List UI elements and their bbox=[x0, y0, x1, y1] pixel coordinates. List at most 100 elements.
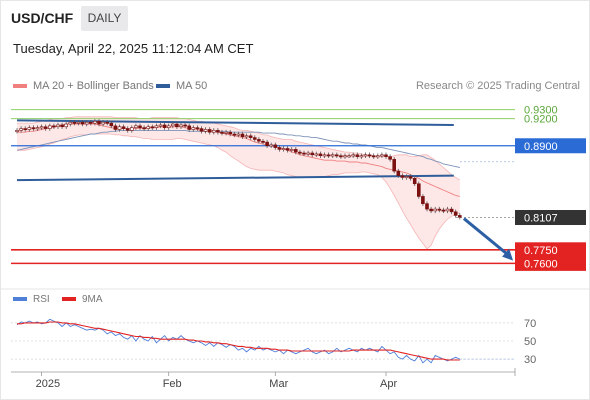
candle-body bbox=[396, 170, 401, 176]
candle-body bbox=[97, 121, 101, 125]
candle-body bbox=[351, 154, 356, 157]
candle-body bbox=[408, 176, 413, 179]
candle-body bbox=[253, 137, 257, 140]
legend-ma50: MA 50 bbox=[156, 80, 207, 92]
candle-body bbox=[384, 154, 388, 157]
candle-body bbox=[412, 178, 417, 185]
candle-body bbox=[220, 131, 224, 134]
candle-body bbox=[228, 131, 232, 135]
candle-body bbox=[302, 152, 306, 155]
candle-body bbox=[273, 144, 278, 148]
forecast-arrow-head bbox=[502, 248, 514, 261]
resistance-label: 0.9300 bbox=[524, 105, 558, 117]
candle-body bbox=[388, 156, 392, 160]
bollinger-band-fill bbox=[17, 116, 460, 249]
trendline bbox=[16, 174, 454, 182]
candle-body bbox=[404, 176, 409, 179]
candle-body bbox=[355, 154, 360, 157]
current-price-label: 0.8107 bbox=[524, 213, 558, 225]
candle-body bbox=[142, 127, 146, 130]
candle-body bbox=[187, 125, 191, 130]
candle-body bbox=[314, 153, 319, 156]
pivot-label: 0.8900 bbox=[524, 141, 558, 153]
candle-body bbox=[39, 126, 44, 129]
candle-body bbox=[56, 124, 60, 128]
candle-body bbox=[162, 124, 167, 128]
candle-body bbox=[171, 123, 175, 127]
candle-body bbox=[125, 128, 130, 131]
candle-body bbox=[35, 127, 40, 130]
candle-body bbox=[248, 135, 253, 138]
trendline bbox=[16, 119, 454, 126]
candle-body bbox=[318, 153, 323, 157]
timeframe-tab[interactable]: DAILY bbox=[81, 6, 128, 31]
rsi-tick-label: 70 bbox=[524, 318, 536, 330]
candle-body bbox=[19, 128, 23, 131]
legend-ma20: MA 20 + Bollinger Bands bbox=[13, 80, 154, 92]
legend-ma50-label: MA 50 bbox=[176, 80, 208, 92]
candle-body bbox=[224, 131, 228, 134]
candle-body bbox=[158, 124, 163, 127]
ma20-swatch bbox=[13, 84, 27, 88]
candle-body bbox=[339, 155, 343, 158]
candle-body bbox=[310, 152, 315, 156]
candle-body bbox=[416, 183, 421, 197]
legend-ma20-label: MA 20 + Bollinger Bands bbox=[33, 80, 154, 92]
resistance-label: 0.9200 bbox=[524, 114, 558, 126]
candle-body bbox=[80, 121, 85, 125]
candle-body bbox=[437, 208, 442, 211]
candle-body bbox=[306, 152, 310, 155]
candle-body bbox=[445, 208, 450, 212]
candle-body bbox=[244, 135, 249, 138]
candle-body bbox=[367, 154, 372, 157]
candle-body bbox=[240, 133, 245, 138]
rsi-legend-swatch bbox=[13, 297, 27, 301]
candle-body bbox=[449, 208, 454, 213]
candle-body bbox=[289, 149, 294, 151]
ma50-swatch bbox=[156, 84, 170, 88]
candle-body bbox=[330, 154, 335, 157]
candle-body bbox=[93, 121, 97, 124]
candle-body bbox=[154, 125, 159, 128]
candle-body bbox=[191, 127, 196, 130]
candle-body bbox=[375, 155, 380, 158]
current-price-box bbox=[515, 210, 586, 226]
candle-body bbox=[281, 148, 286, 150]
support-label-box bbox=[515, 255, 586, 271]
candle-body bbox=[47, 125, 52, 129]
candle-body bbox=[457, 215, 462, 218]
candle-body bbox=[84, 121, 89, 125]
candle-body bbox=[179, 124, 183, 128]
x-tick-label: 2025 bbox=[36, 378, 60, 390]
candle-body bbox=[257, 139, 261, 142]
candle-body bbox=[343, 155, 347, 158]
candle-body bbox=[453, 211, 458, 216]
x-tick-label: Apr bbox=[380, 378, 397, 390]
x-tick-label: Feb bbox=[163, 378, 182, 390]
candle-body bbox=[232, 133, 237, 136]
support-label-box bbox=[515, 242, 586, 258]
candle-body bbox=[265, 141, 269, 147]
candle-body bbox=[76, 121, 81, 124]
candle-body bbox=[52, 125, 56, 128]
candle-body bbox=[183, 124, 187, 127]
candle-body bbox=[89, 121, 93, 124]
candle-body bbox=[441, 209, 446, 212]
candle-body bbox=[64, 123, 68, 128]
candle-body bbox=[277, 147, 282, 150]
rsi-legend-label: RSI bbox=[33, 294, 50, 305]
symbol-title: USD/CHF bbox=[11, 10, 74, 26]
candle-body bbox=[199, 128, 204, 132]
candle-body bbox=[216, 130, 220, 133]
candle-body bbox=[429, 208, 433, 212]
copyright: Research © 2025 Trading Central bbox=[415, 80, 580, 92]
candle-body bbox=[117, 126, 122, 130]
candle-body bbox=[166, 125, 171, 128]
support-label: 0.7750 bbox=[524, 245, 558, 257]
candle-body bbox=[150, 126, 155, 129]
candle-body bbox=[269, 144, 274, 147]
candle-body bbox=[101, 121, 105, 125]
candle-body bbox=[363, 154, 368, 157]
candle-body bbox=[326, 154, 331, 157]
candle-body bbox=[334, 154, 339, 157]
